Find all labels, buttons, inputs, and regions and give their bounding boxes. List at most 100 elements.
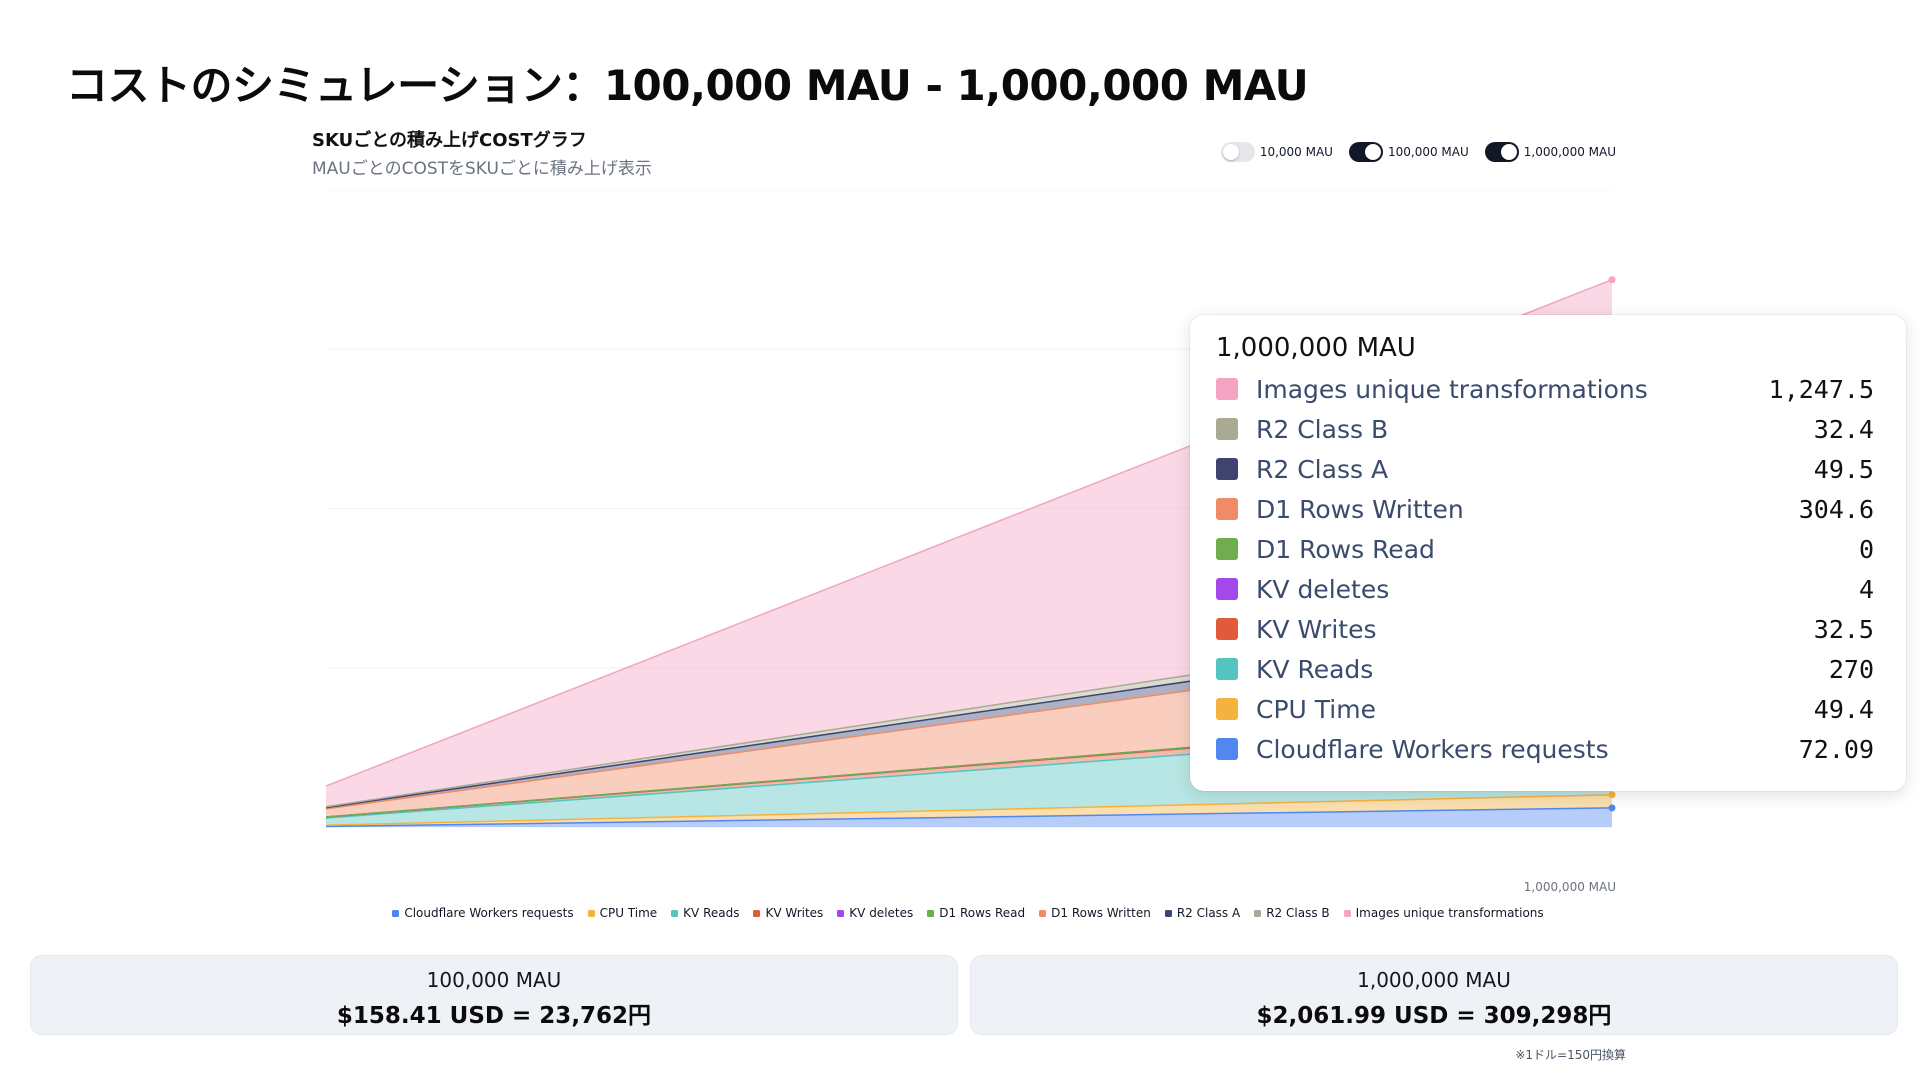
tooltip-row: KV Reads 270 bbox=[1216, 649, 1874, 689]
tooltip-series-label: KV deletes bbox=[1256, 574, 1390, 604]
summary-mau: 100,000 MAU bbox=[426, 968, 562, 992]
series-swatch bbox=[1216, 578, 1238, 600]
data-point[interactable] bbox=[1608, 804, 1616, 812]
tooltip-series-label: Cloudflare Workers requests bbox=[1256, 734, 1609, 764]
legend-item[interactable]: R2 Class B bbox=[1254, 906, 1330, 920]
tooltip-series-value: 32.4 bbox=[1813, 414, 1874, 444]
tooltip-row: CPU Time 49.4 bbox=[1216, 689, 1874, 729]
legend-item[interactable]: R2 Class A bbox=[1164, 906, 1241, 920]
legend-label: D1 Rows Written bbox=[1051, 906, 1151, 920]
legend-label: R2 Class B bbox=[1266, 906, 1330, 920]
mau-toggle-group: 10,000 MAU 100,000 MAU 1,000,000 MAU bbox=[1220, 142, 1616, 162]
tooltip-series-value: 72.09 bbox=[1798, 734, 1874, 764]
legend-swatch bbox=[671, 909, 679, 917]
legend-label: D1 Rows Read bbox=[939, 906, 1026, 920]
tooltip-series-label: KV Reads bbox=[1256, 654, 1374, 684]
legend-swatch bbox=[392, 909, 400, 917]
legend-item[interactable]: KV deletes bbox=[837, 906, 913, 920]
toggle-label: 10,000 MAU bbox=[1259, 145, 1333, 159]
tooltip-series-label: D1 Rows Read bbox=[1256, 534, 1435, 564]
toggle-label: 1,000,000 MAU bbox=[1523, 145, 1616, 159]
legend-item[interactable]: Cloudflare Workers requests bbox=[392, 906, 574, 920]
series-swatch bbox=[1216, 498, 1238, 520]
legend-item[interactable]: KV Reads bbox=[671, 906, 739, 920]
series-swatch bbox=[1216, 418, 1238, 440]
tooltip-row: R2 Class A 49.5 bbox=[1216, 449, 1874, 489]
chart-title: SKUごとの積み上げCOSTグラフ bbox=[312, 130, 587, 151]
tooltip-series-value: 4 bbox=[1858, 574, 1874, 604]
tooltip-row: KV deletes 4 bbox=[1216, 569, 1874, 609]
series-line bbox=[325, 794, 1613, 826]
summary-mau: 1,000,000 MAU bbox=[1357, 968, 1511, 992]
legend-swatch bbox=[1343, 909, 1351, 917]
tooltip-row: KV Writes 32.5 bbox=[1216, 609, 1874, 649]
series-swatch bbox=[1216, 618, 1238, 640]
tooltip-row: Cloudflare Workers requests 72.09 bbox=[1216, 729, 1874, 769]
series-swatch bbox=[1216, 738, 1238, 760]
tooltip-series-value: 0 bbox=[1858, 534, 1874, 564]
legend-label: KV Reads bbox=[683, 906, 740, 920]
summary-card-100000-mau: 100,000 MAU $158.41 USD = 23,762円 bbox=[30, 955, 958, 1035]
tooltip-series-value: 32.5 bbox=[1813, 614, 1874, 644]
data-point[interactable] bbox=[1608, 791, 1616, 799]
legend-swatch bbox=[1039, 909, 1047, 917]
legend-swatch bbox=[1254, 909, 1262, 917]
data-point[interactable] bbox=[1608, 276, 1616, 284]
tooltip-series-label: KV Writes bbox=[1256, 614, 1377, 644]
toggle-switch[interactable] bbox=[1348, 142, 1383, 162]
legend-swatch bbox=[927, 909, 935, 917]
chart-card: SKUごとの積み上げCOSTグラフ MAUごとのCOSTをSKUごとに積み上げ表… bbox=[310, 120, 1906, 940]
x-tick-label: 1,000,000 MAU bbox=[1523, 880, 1616, 894]
legend-item[interactable]: D1 Rows Written bbox=[1039, 906, 1151, 920]
toggle-10000-mau[interactable]: 10,000 MAU bbox=[1220, 142, 1333, 162]
chart-tooltip: 1,000,000 MAU Images unique transformati… bbox=[1190, 315, 1906, 791]
tooltip-series-label: R2 Class A bbox=[1256, 454, 1389, 484]
tooltip-row: D1 Rows Read 0 bbox=[1216, 529, 1874, 569]
toggle-1000000-mau[interactable]: 1,000,000 MAU bbox=[1484, 142, 1616, 162]
legend-item[interactable]: Images unique transformations bbox=[1343, 906, 1544, 920]
legend-swatch bbox=[753, 909, 761, 917]
legend-label: KV deletes bbox=[849, 906, 914, 920]
legend-item[interactable]: D1 Rows Read bbox=[927, 906, 1025, 920]
tooltip-series-value: 304.6 bbox=[1798, 494, 1874, 524]
tooltip-series-label: R2 Class B bbox=[1256, 414, 1389, 444]
tooltip-row: D1 Rows Written 304.6 bbox=[1216, 489, 1874, 529]
legend-label: R2 Class A bbox=[1176, 906, 1241, 920]
tooltip-series-value: 270 bbox=[1828, 654, 1874, 684]
toggle-switch[interactable] bbox=[1220, 142, 1255, 162]
tooltip-row: Images unique transformations 1,247.5 bbox=[1216, 369, 1874, 409]
tooltip-title: 1,000,000 MAU bbox=[1216, 333, 1416, 363]
tooltip-series-value: 1,247.5 bbox=[1768, 374, 1874, 404]
tooltip-series-value: 49.5 bbox=[1813, 454, 1874, 484]
legend-label: Cloudflare Workers requests bbox=[404, 906, 574, 920]
legend-label: KV Writes bbox=[765, 906, 824, 920]
legend-label: Images unique transformations bbox=[1355, 906, 1544, 920]
legend-label: CPU Time bbox=[599, 906, 658, 920]
summary-cost: $158.41 USD = 23,762円 bbox=[336, 1003, 652, 1029]
legend-item[interactable]: CPU Time bbox=[587, 906, 658, 920]
series-swatch bbox=[1216, 538, 1238, 560]
tooltip-series-label: D1 Rows Written bbox=[1256, 494, 1464, 524]
summary-card-1000000-mau: 1,000,000 MAU $2,061.99 USD = 309,298円 bbox=[970, 955, 1898, 1035]
tooltip-series-value: 49.4 bbox=[1813, 694, 1874, 724]
toggle-label: 100,000 MAU bbox=[1387, 145, 1469, 159]
series-swatch bbox=[1216, 378, 1238, 400]
page-title: コストのシミュレーション：100,000 MAU - 1,000,000 MAU bbox=[66, 61, 1309, 110]
tooltip-series-label: Images unique transformations bbox=[1256, 374, 1648, 404]
series-line bbox=[325, 807, 1613, 828]
tooltip-row: R2 Class B 32.4 bbox=[1216, 409, 1874, 449]
toggle-switch[interactable] bbox=[1484, 142, 1519, 162]
exchange-rate-footnote: ※1ドル=150円換算 bbox=[1515, 1048, 1626, 1062]
series-swatch bbox=[1216, 458, 1238, 480]
legend-swatch bbox=[587, 909, 595, 917]
legend-swatch bbox=[837, 909, 845, 917]
tooltip-series-label: CPU Time bbox=[1256, 694, 1376, 724]
toggle-100000-mau[interactable]: 100,000 MAU bbox=[1348, 142, 1469, 162]
legend-swatch bbox=[1164, 909, 1172, 917]
chart-subtitle: MAUごとのCOSTをSKUごとに積み上げ表示 bbox=[312, 159, 652, 179]
series-swatch bbox=[1216, 698, 1238, 720]
series-swatch bbox=[1216, 658, 1238, 680]
summary-cost: $2,061.99 USD = 309,298円 bbox=[1256, 1003, 1612, 1029]
chart-legend: Cloudflare Workers requests CPU Time KV Re… bbox=[310, 906, 1626, 920]
legend-item[interactable]: KV Writes bbox=[753, 906, 823, 920]
